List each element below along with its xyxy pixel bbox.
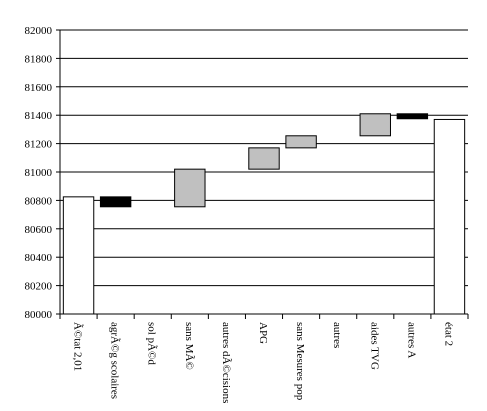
axes bbox=[59, 30, 468, 315]
y-tick-label: 80000 bbox=[25, 309, 53, 321]
x-category-label: agrÃ©g scolaires bbox=[109, 322, 121, 399]
x-category-label: sans Mesures pop bbox=[294, 322, 306, 401]
y-tick-label: 81200 bbox=[25, 139, 53, 151]
y-tick-label: 80200 bbox=[25, 281, 53, 293]
bar-increase bbox=[174, 168, 206, 208]
y-tick-label: 81800 bbox=[25, 53, 53, 65]
x-axis-tick-marks bbox=[59, 314, 469, 319]
bar-increase bbox=[359, 113, 391, 137]
x-category-label: sol pÃ©d bbox=[146, 322, 158, 365]
x-category-label: état 2 bbox=[442, 322, 454, 346]
bar-total bbox=[433, 118, 466, 315]
y-axis-tick-labels: 80000 80200 80400 80600 80800 81000 81200 81400… bbox=[25, 25, 60, 321]
x-category-label: aides TVG bbox=[368, 322, 380, 370]
bar-total bbox=[62, 196, 95, 315]
bar-increase bbox=[285, 135, 317, 149]
y-tick-label: 81400 bbox=[25, 110, 53, 122]
y-tick-label: 80600 bbox=[25, 224, 53, 236]
x-category-label: Ã©tat 2,01 bbox=[72, 322, 84, 371]
y-tick-label: 81600 bbox=[25, 82, 53, 94]
gridlines bbox=[60, 29, 468, 315]
x-category-label: autres A bbox=[405, 322, 417, 358]
y-tick-label: 80800 bbox=[25, 195, 53, 207]
bar-increase bbox=[248, 147, 280, 170]
bar-decrease bbox=[396, 113, 429, 120]
x-category-label: sans MÃ© bbox=[183, 322, 195, 370]
x-axis-category-labels: Ã©tat 2,01 agrÃ©g scolaires sol pÃ©d sans M… bbox=[72, 322, 455, 403]
x-category-label: APG bbox=[257, 322, 269, 344]
y-tick-label: 82000 bbox=[25, 25, 53, 37]
y-tick-label: 81000 bbox=[25, 167, 53, 179]
x-category-label: autres bbox=[331, 322, 343, 348]
bars bbox=[62, 113, 466, 315]
y-tick-label: 80400 bbox=[25, 252, 53, 264]
bar-decrease bbox=[99, 196, 132, 208]
x-category-label: autres dÃ©cisions bbox=[220, 322, 232, 403]
